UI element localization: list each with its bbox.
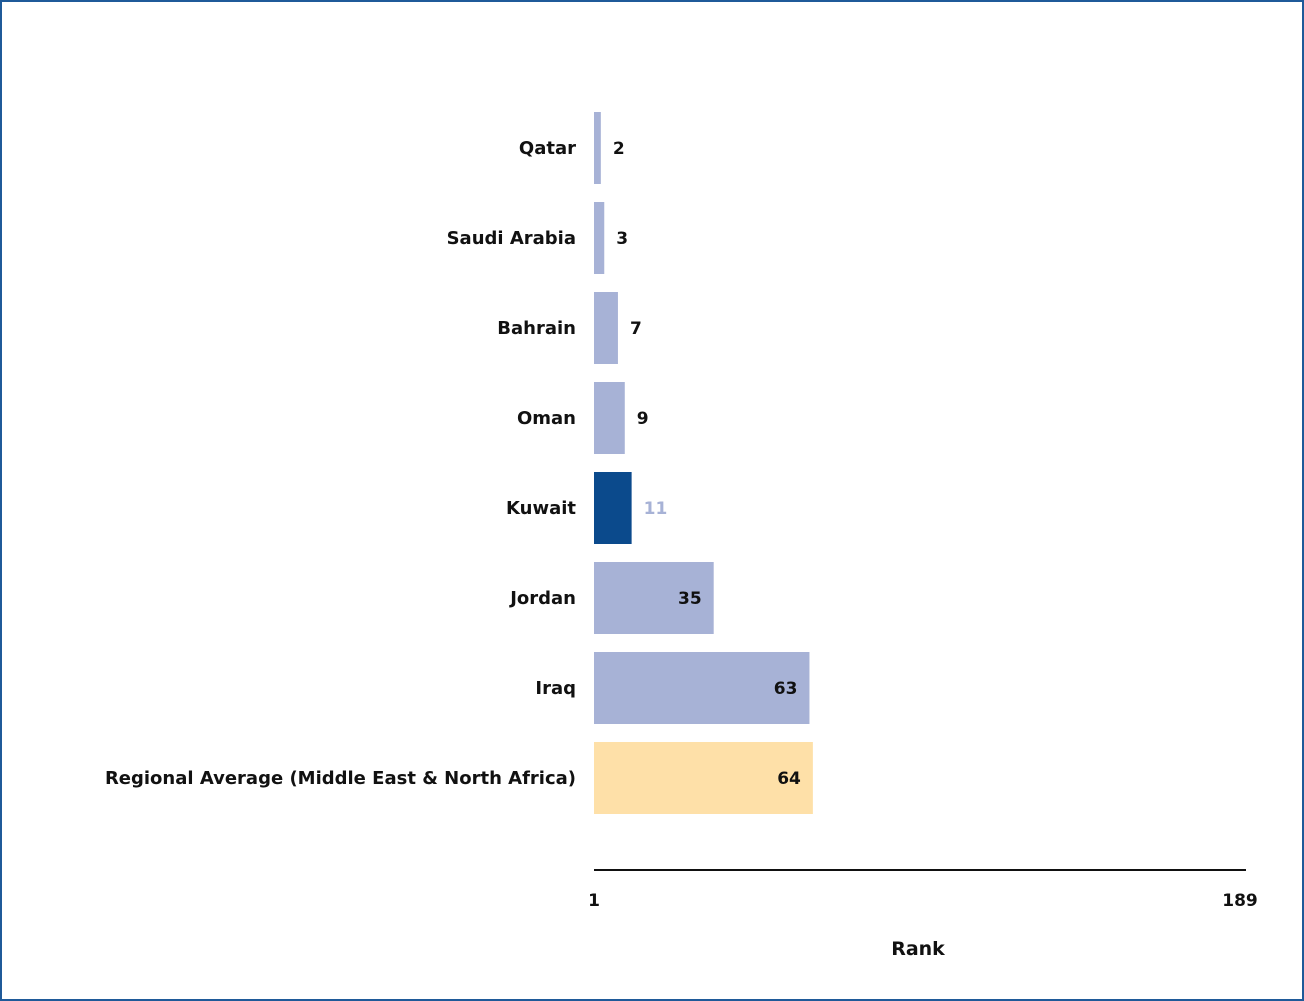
value-label-iraq: 63 — [774, 679, 798, 699]
bar-qatar — [594, 112, 601, 184]
bar-saudi-arabia — [594, 202, 605, 274]
value-label-qatar: 2 — [613, 139, 625, 159]
bars-layer: Qatar 2 Saudi Arabia 3 Bahrain 7 Oman 9 Kuwait 11… — [105, 112, 813, 814]
category-label-bahrain: Bahrain — [497, 318, 576, 339]
value-label-saudi-arabia: 3 — [616, 229, 628, 249]
value-label-oman: 9 — [637, 409, 649, 429]
bar-jordan — [594, 562, 714, 634]
category-label-jordan: Jordan — [508, 588, 576, 609]
category-label-qatar: Qatar — [519, 138, 576, 159]
value-label-regional-average-middle-east-north-africa: 64 — [777, 769, 801, 789]
bar-iraq — [594, 652, 810, 724]
value-label-bahrain: 7 — [630, 319, 642, 339]
bar-regional-average-middle-east-north-africa — [594, 742, 813, 814]
value-label-kuwait: 11 — [644, 499, 668, 519]
category-label-oman: Oman — [517, 408, 576, 429]
category-label-saudi-arabia: Saudi Arabia — [447, 228, 576, 249]
bar-kuwait — [594, 472, 632, 544]
value-label-jordan: 35 — [678, 589, 702, 609]
x-axis-title: Rank — [891, 938, 945, 960]
category-label-iraq: Iraq — [535, 678, 576, 699]
x-tick-label-max: 189 — [1222, 891, 1258, 911]
category-label-kuwait: Kuwait — [506, 498, 576, 519]
bar-oman — [594, 382, 625, 454]
x-tick-label-min: 1 — [588, 891, 600, 911]
bar-bahrain — [594, 292, 618, 364]
category-label-regional-average-middle-east-north-africa: Regional Average (Middle East & North Af… — [105, 768, 576, 789]
